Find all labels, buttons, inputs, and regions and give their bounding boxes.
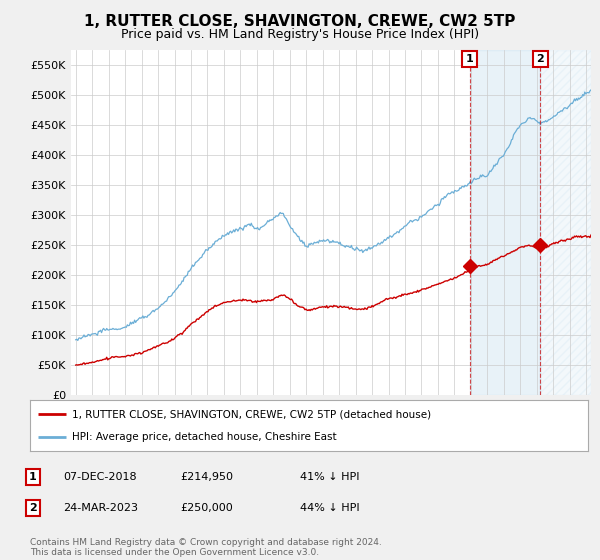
Text: 1: 1 — [466, 54, 473, 64]
Text: £250,000: £250,000 — [180, 503, 233, 513]
Text: 2: 2 — [29, 503, 37, 513]
Bar — [470, 50, 541, 395]
Text: Price paid vs. HM Land Registry's House Price Index (HPI): Price paid vs. HM Land Registry's House … — [121, 28, 479, 41]
Text: 24-MAR-2023: 24-MAR-2023 — [63, 503, 138, 513]
Text: 1: 1 — [29, 472, 37, 482]
Bar — [541, 50, 591, 395]
Text: 07-DEC-2018: 07-DEC-2018 — [63, 472, 137, 482]
Text: HPI: Average price, detached house, Cheshire East: HPI: Average price, detached house, Ches… — [72, 432, 337, 442]
Text: 44% ↓ HPI: 44% ↓ HPI — [300, 503, 359, 513]
Text: Contains HM Land Registry data © Crown copyright and database right 2024.
This d: Contains HM Land Registry data © Crown c… — [30, 538, 382, 557]
Text: £214,950: £214,950 — [180, 472, 233, 482]
Text: 41% ↓ HPI: 41% ↓ HPI — [300, 472, 359, 482]
Text: 1, RUTTER CLOSE, SHAVINGTON, CREWE, CW2 5TP: 1, RUTTER CLOSE, SHAVINGTON, CREWE, CW2 … — [85, 14, 515, 29]
Text: 1, RUTTER CLOSE, SHAVINGTON, CREWE, CW2 5TP (detached house): 1, RUTTER CLOSE, SHAVINGTON, CREWE, CW2 … — [72, 409, 431, 419]
Text: 2: 2 — [536, 54, 544, 64]
